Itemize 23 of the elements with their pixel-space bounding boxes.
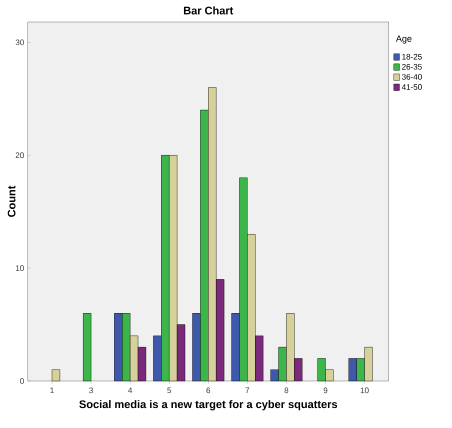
x-tick-label: 3 xyxy=(89,388,93,394)
bar xyxy=(52,370,60,382)
x-tick-label: 4 xyxy=(128,388,132,394)
x-tick-label: 8 xyxy=(284,388,288,394)
legend-label: 36-40 xyxy=(402,74,422,80)
legend-label: 18-25 xyxy=(402,54,422,60)
y-tick-label: 30 xyxy=(16,39,24,46)
chart-title: Bar Chart xyxy=(184,6,234,14)
x-tick-label: 6 xyxy=(206,388,210,394)
y-tick-label: 0 xyxy=(20,378,24,384)
bar xyxy=(82,313,92,382)
y-axis-title: Count xyxy=(8,186,16,217)
y-tick-label: 20 xyxy=(16,152,24,158)
x-tick-label: 9 xyxy=(324,388,328,394)
x-axis-title: Social media is a new target for a cyber squatters xyxy=(79,400,338,410)
x-tick-label: 10 xyxy=(360,388,369,394)
legend-label: 26-35 xyxy=(402,64,422,70)
legend-label: 41-50 xyxy=(402,84,422,90)
x-tick-label: 5 xyxy=(167,388,172,394)
x-tick-label: 1 xyxy=(50,388,54,394)
legend-title: Age xyxy=(396,36,412,44)
x-tick-label: 7 xyxy=(246,388,250,394)
y-tick-label: 10 xyxy=(16,265,24,271)
